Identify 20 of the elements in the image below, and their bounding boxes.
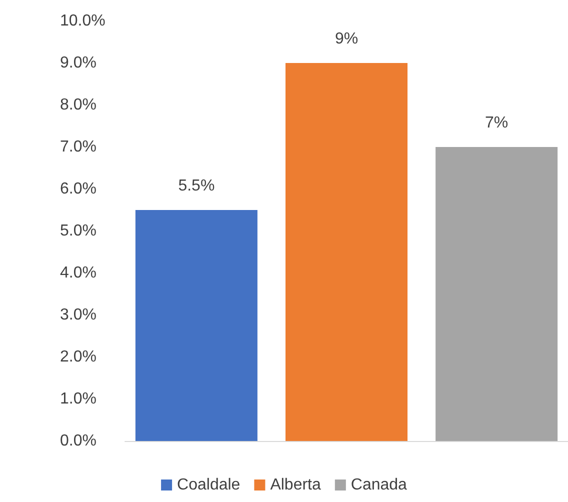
y-tick-label: 9.0% [60, 54, 96, 72]
y-tick-label: 5.0% [60, 222, 96, 240]
data-label: 5.5% [178, 178, 215, 194]
y-tick-label: 0.0% [60, 432, 96, 450]
y-tick-label: 3.0% [60, 306, 96, 324]
legend-label: Alberta [270, 476, 322, 494]
bar [436, 147, 558, 441]
y-tick-label: 2.0% [60, 348, 96, 366]
y-tick-label: 6.0% [60, 180, 96, 198]
data-label: 9% [334, 30, 358, 48]
bar [286, 63, 408, 441]
y-tick-label: 1.0% [60, 390, 96, 408]
y-tick-label: 4.0% [60, 264, 96, 282]
data-label: 7% [484, 114, 508, 132]
y-tick-label: 8.0% [60, 96, 96, 114]
bar [135, 210, 258, 441]
y-tick-label: 7.0% [60, 138, 96, 156]
legend-label: Canada [350, 476, 408, 494]
y-tick-label: 10.0% [60, 12, 106, 30]
legend-label: Coaldale [177, 476, 240, 494]
